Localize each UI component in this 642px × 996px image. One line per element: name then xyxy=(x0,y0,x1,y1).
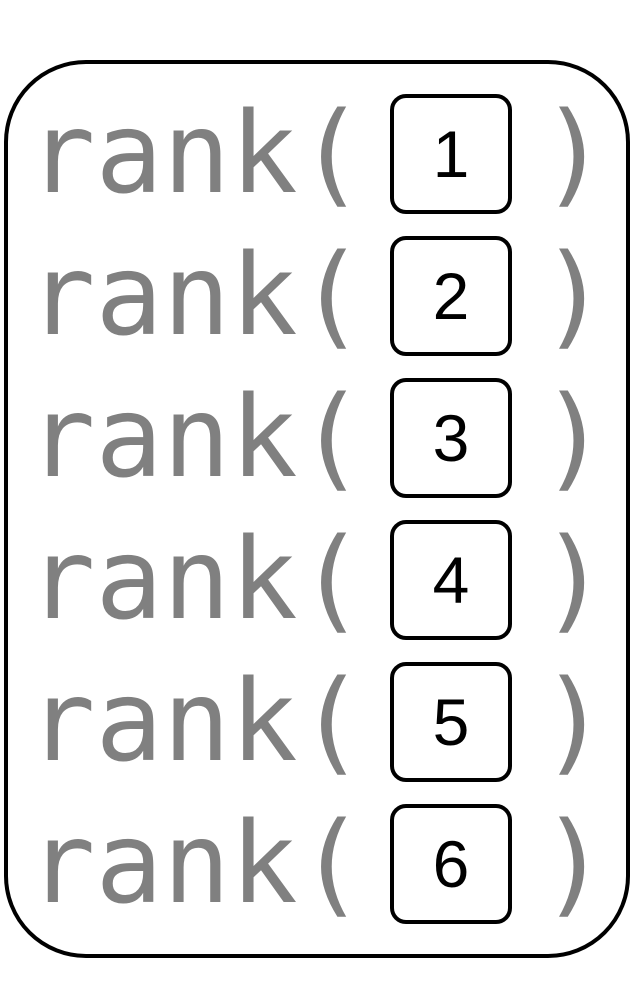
function-name: rank( xyxy=(28,518,365,642)
function-name: rank( xyxy=(28,802,365,926)
function-name: rank( xyxy=(28,92,365,216)
rank-call-row: rank( 6 ) xyxy=(0,802,642,942)
rank-call-row: rank( 1 ) xyxy=(0,92,642,232)
closing-paren: ) xyxy=(540,802,607,926)
rank-call-row: rank( 3 ) xyxy=(0,376,642,516)
closing-paren: ) xyxy=(540,376,607,500)
closing-paren: ) xyxy=(540,660,607,784)
rank-call-row: rank( 5 ) xyxy=(0,660,642,800)
function-name: rank( xyxy=(28,376,365,500)
function-name: rank( xyxy=(28,660,365,784)
argument-box: 4 xyxy=(390,520,512,640)
argument-box: 5 xyxy=(390,662,512,782)
argument-box: 1 xyxy=(390,94,512,214)
argument-box: 6 xyxy=(390,804,512,924)
closing-paren: ) xyxy=(540,518,607,642)
argument-box: 3 xyxy=(390,378,512,498)
rank-call-row: rank( 4 ) xyxy=(0,518,642,658)
function-name: rank( xyxy=(28,234,365,358)
closing-paren: ) xyxy=(540,92,607,216)
rank-call-row: rank( 2 ) xyxy=(0,234,642,374)
argument-box: 2 xyxy=(390,236,512,356)
closing-paren: ) xyxy=(540,234,607,358)
